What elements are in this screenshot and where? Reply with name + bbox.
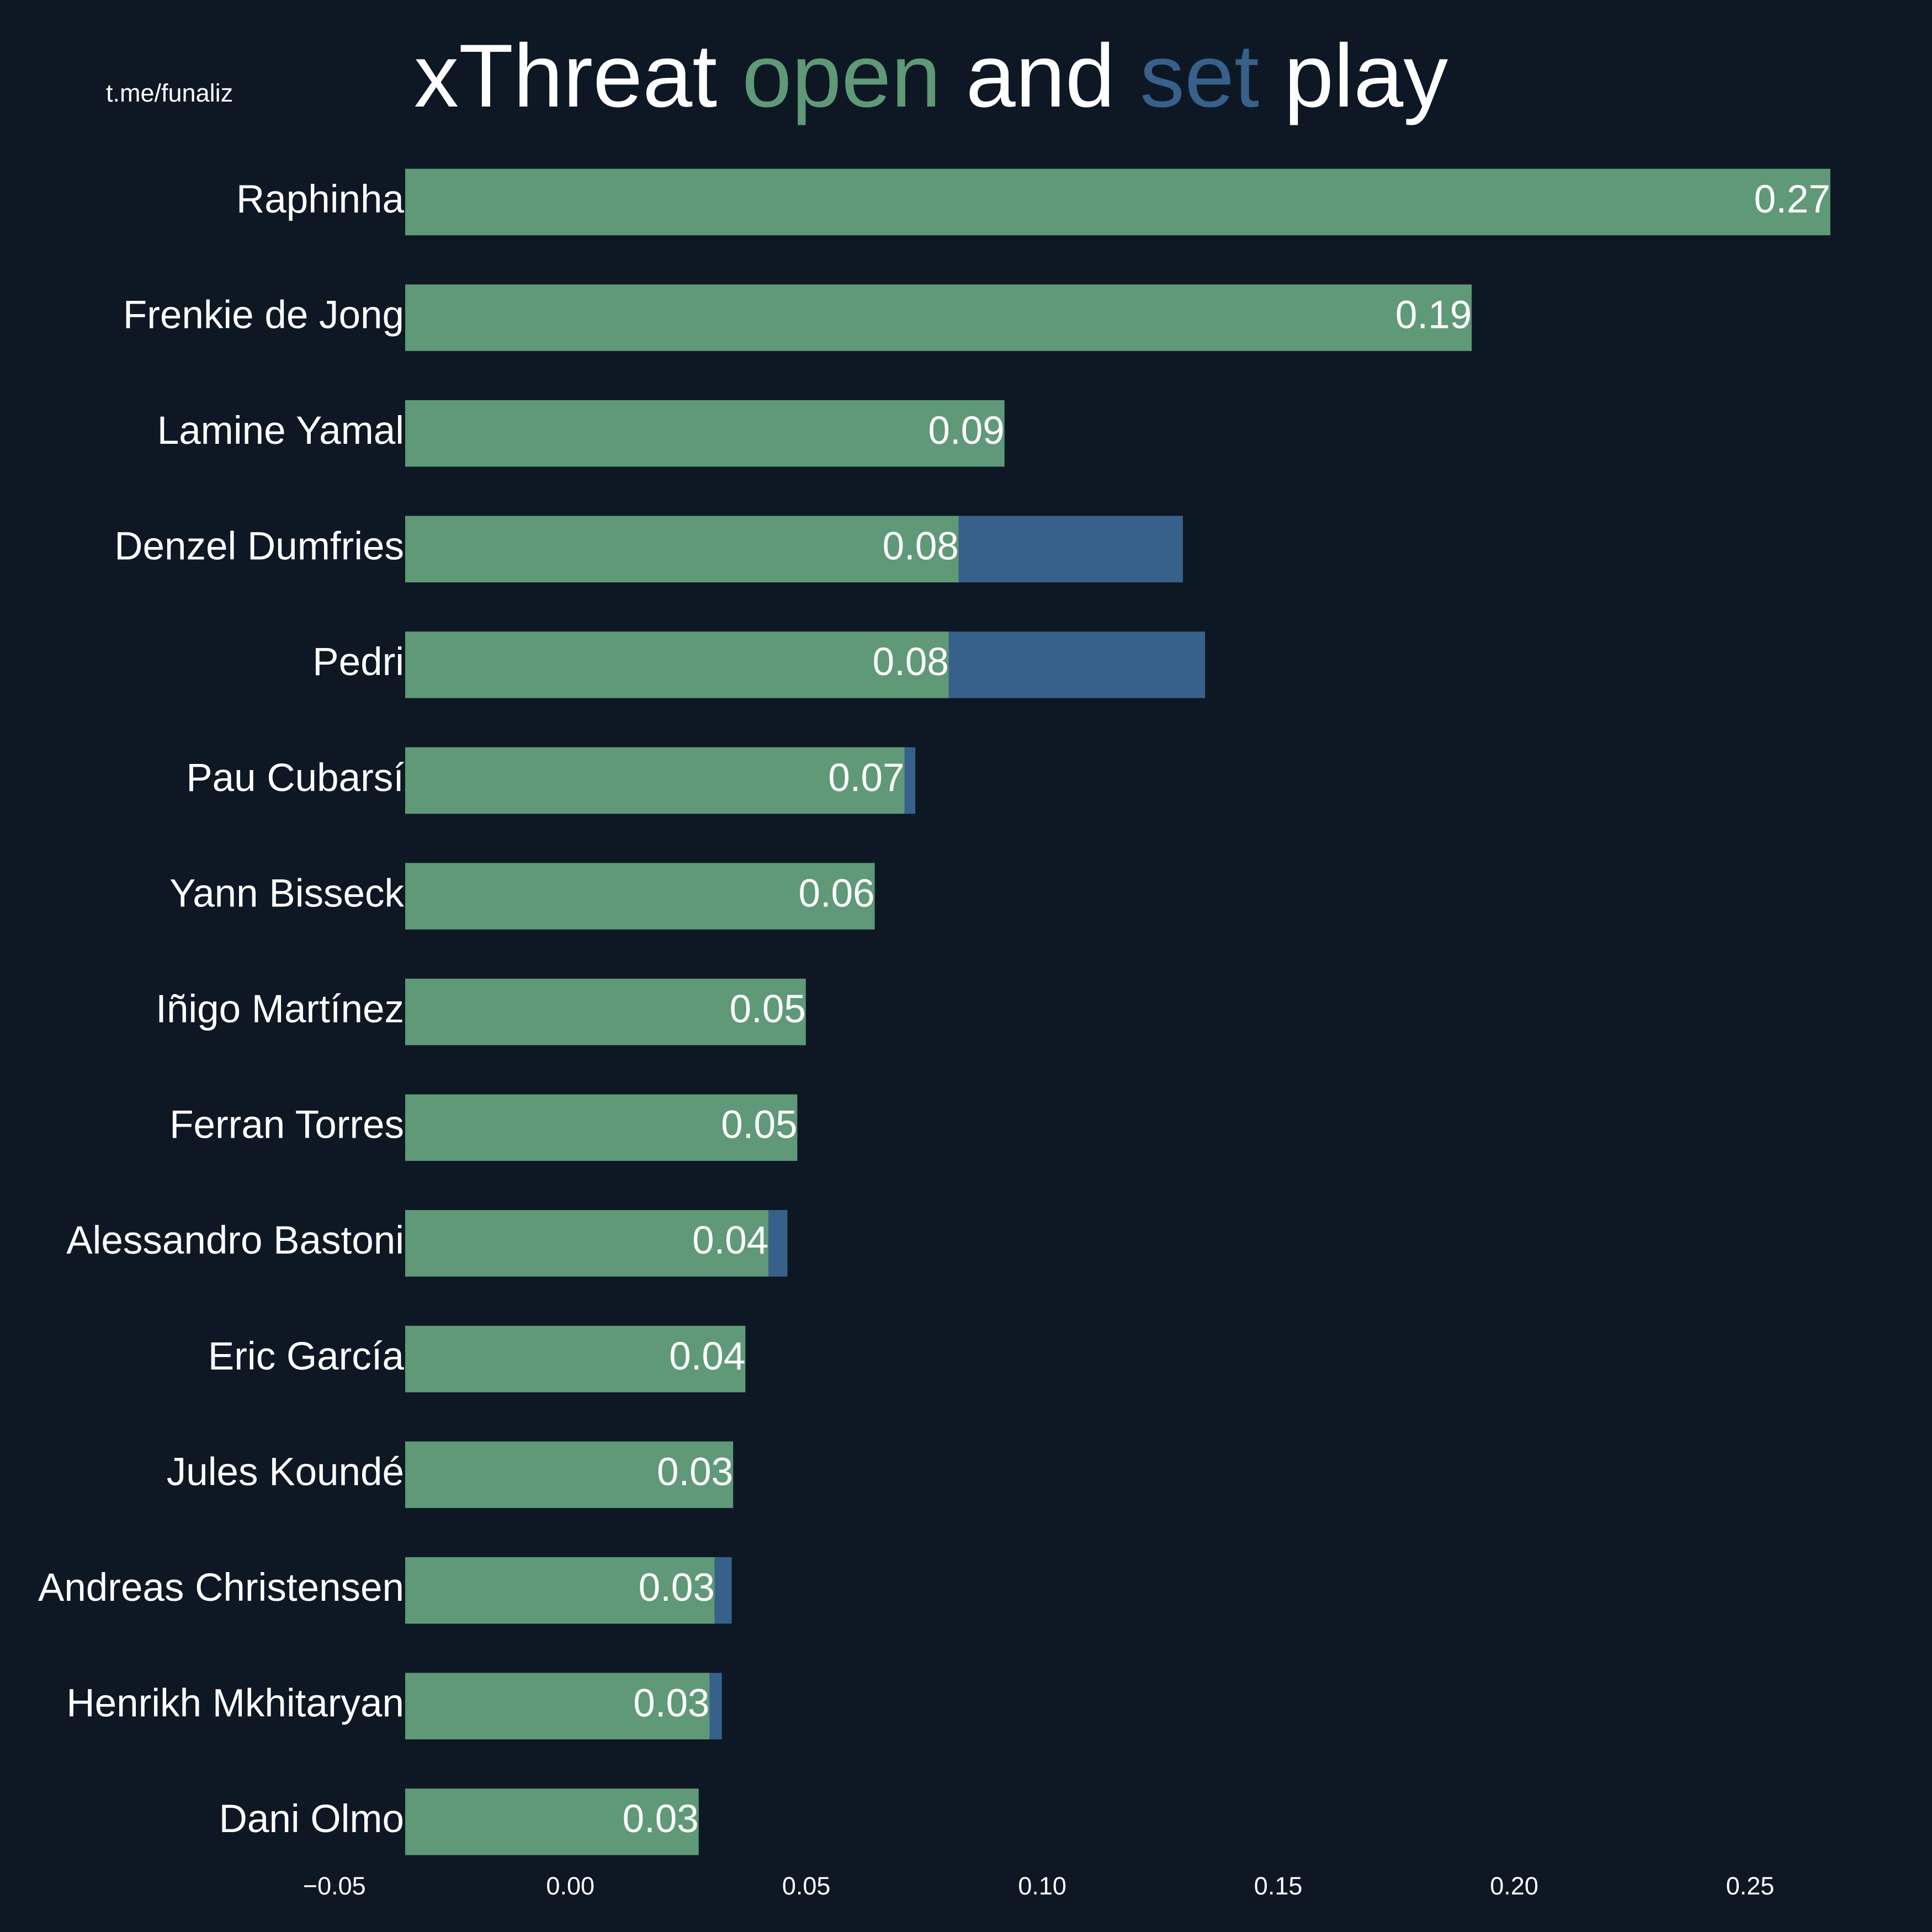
bar-segment <box>709 1673 722 1740</box>
value-label: 0.08 <box>873 640 949 684</box>
x-tick-label: 0.05 <box>782 1872 831 1900</box>
value-label: 0.05 <box>721 1103 797 1147</box>
chart-title: xThreat open and set play <box>414 26 1448 126</box>
y-tick-label: Lamine Yamal <box>157 409 404 453</box>
y-tick-label: Eric García <box>208 1335 405 1378</box>
bar-segment <box>405 516 959 583</box>
bar-segment <box>405 284 1472 351</box>
title-part: xThreat <box>414 26 717 126</box>
bar-segment <box>405 631 949 698</box>
x-tick-label: 0.25 <box>1726 1872 1775 1900</box>
value-label: 0.03 <box>623 1797 699 1841</box>
bar-segment <box>405 747 905 814</box>
value-label: 0.19 <box>1395 293 1472 337</box>
y-tick-label: Denzel Dumfries <box>114 525 404 569</box>
y-tick-label: Iñigo Martínez <box>156 988 404 1031</box>
bar-segment <box>405 1788 699 1855</box>
bar-segment <box>405 1094 798 1161</box>
value-label: 0.05 <box>730 988 806 1031</box>
y-tick-label: Henrikh Mkhitaryan <box>66 1682 404 1726</box>
bar-segment <box>948 631 1206 698</box>
bar-segment <box>405 1210 769 1277</box>
bar-segment <box>958 516 1183 583</box>
y-tick-label: Andreas Christensen <box>38 1566 404 1610</box>
x-tick-label: 0.15 <box>1254 1872 1303 1900</box>
value-label: 0.06 <box>798 872 874 915</box>
bar-segment <box>405 1441 734 1508</box>
bar-segment <box>405 978 806 1045</box>
title-part: play <box>1284 26 1448 126</box>
y-tick-label: Raphinha <box>236 178 404 221</box>
bar-segment <box>405 168 1830 236</box>
value-label: 0.03 <box>639 1566 715 1610</box>
bar-segment <box>904 747 916 814</box>
title-series-name: set <box>1140 26 1259 126</box>
bar-segment <box>405 1673 710 1740</box>
bar-segment <box>405 863 875 930</box>
y-tick-label: Yann Bisseck <box>169 872 404 915</box>
y-tick-label: Pedri <box>312 640 404 684</box>
y-tick-label: Dani Olmo <box>219 1797 404 1841</box>
bar-segment <box>405 1557 715 1624</box>
bar-segment <box>714 1557 732 1624</box>
x-tick-label: 0.20 <box>1490 1872 1538 1900</box>
x-tick-label: 0.00 <box>546 1872 595 1900</box>
y-tick-label: Pau Cubarsí <box>186 756 404 800</box>
y-tick-label: Ferran Torres <box>169 1103 404 1147</box>
y-tick-label: Alessandro Bastoni <box>66 1219 404 1262</box>
bar-segment <box>405 400 1005 467</box>
bar-segment <box>768 1210 788 1277</box>
title-part: and <box>966 26 1115 126</box>
value-label: 0.03 <box>657 1450 733 1494</box>
value-label: 0.27 <box>1754 178 1830 221</box>
value-label: 0.08 <box>883 525 959 569</box>
value-label: 0.03 <box>633 1682 709 1726</box>
y-tick-label: Jules Koundé <box>167 1450 404 1494</box>
x-tick-label: −0.05 <box>303 1872 366 1900</box>
value-label: 0.04 <box>669 1335 745 1378</box>
value-label: 0.04 <box>692 1219 768 1262</box>
watermark: t.me/funaliz <box>106 79 233 107</box>
value-label: 0.09 <box>928 409 1005 453</box>
x-tick-label: 0.10 <box>1018 1872 1066 1900</box>
bar-segment <box>405 1325 746 1393</box>
y-tick-label: Frenkie de Jong <box>123 293 404 337</box>
value-label: 0.07 <box>828 756 904 800</box>
title-series-name: open <box>742 26 941 126</box>
